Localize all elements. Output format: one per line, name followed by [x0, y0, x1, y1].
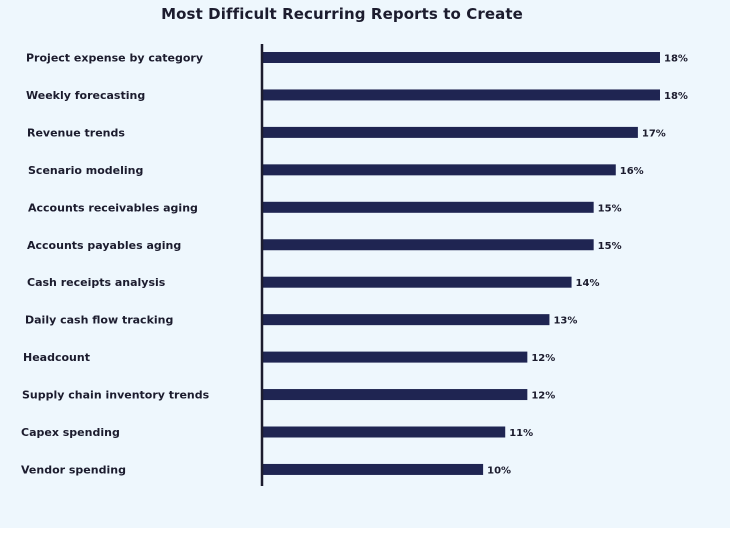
category-label-1: Project expense by category [26, 52, 203, 65]
category-label-3: Revenue trends [27, 126, 125, 139]
category-label-4: Scenario modeling [28, 164, 143, 177]
bar-12 [262, 463, 484, 475]
bar-5 [262, 201, 594, 213]
category-label-6: Accounts payables aging [27, 239, 181, 252]
value-label-2: 18% [664, 91, 688, 102]
value-label-11: 11% [509, 428, 533, 439]
category-label-9: Headcount [23, 351, 90, 364]
value-label-3: 17% [642, 128, 666, 139]
value-label-8: 13% [553, 316, 577, 327]
chart-panel: Most Difficult Recurring Reports to Crea… [0, 0, 730, 528]
category-label-12: Vendor spending [21, 463, 126, 476]
bar-11 [262, 426, 506, 438]
category-label-7: Cash receipts analysis [27, 276, 166, 289]
chart-title: Most Difficult Recurring Reports to Crea… [161, 5, 523, 23]
value-label-12: 10% [487, 465, 511, 476]
bar-4 [262, 164, 616, 176]
bar-7 [262, 276, 572, 288]
value-label-10: 12% [531, 391, 555, 402]
bar-3 [262, 126, 638, 138]
value-label-9: 12% [531, 353, 555, 364]
value-label-4: 16% [620, 166, 644, 177]
bar-8 [262, 314, 550, 326]
bar-chart: Project expense by category 18% Weekly for… [21, 44, 688, 486]
bar-9 [262, 351, 528, 363]
value-label-6: 15% [598, 241, 622, 252]
category-label-2: Weekly forecasting [26, 89, 145, 102]
bar-2 [262, 89, 660, 101]
value-label-1: 18% [664, 54, 688, 65]
value-label-7: 14% [576, 278, 600, 289]
bar-6 [262, 239, 594, 251]
bar-1 [262, 52, 660, 63]
category-label-11: Capex spending [21, 426, 120, 439]
category-label-10: Supply chain inventory trends [22, 389, 210, 402]
category-label-8: Daily cash flow tracking [25, 314, 173, 327]
value-label-5: 15% [598, 203, 622, 214]
bar-10 [262, 389, 528, 401]
category-label-5: Accounts receivables aging [28, 201, 198, 214]
